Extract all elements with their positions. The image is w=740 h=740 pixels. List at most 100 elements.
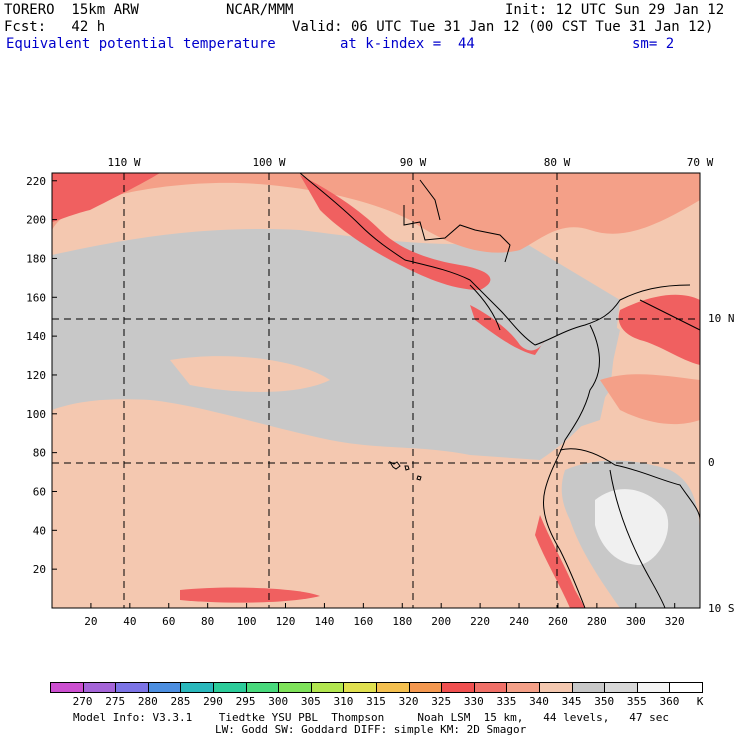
x-tick-label: 200 <box>431 615 451 628</box>
colorbar-swatch <box>310 682 345 693</box>
x-tick-label: 140 <box>314 615 334 628</box>
colorbar-swatch <box>441 682 475 693</box>
theta-e-field <box>52 173 700 608</box>
colorbar-label: 280 <box>137 695 158 708</box>
field-red-peru <box>535 515 585 608</box>
x-tick-label: 320 <box>665 615 685 628</box>
colorbar-swatch <box>278 682 312 693</box>
x-tick-label: 220 <box>470 615 490 628</box>
colorbar-label: 315 <box>366 695 386 708</box>
field-orange-andes <box>600 374 700 425</box>
x-tick-label: 180 <box>392 615 412 628</box>
colorbar-label: 310 <box>333 695 354 708</box>
y-tick-label: 60 <box>33 485 46 498</box>
smoothing-label: sm= 2 <box>632 36 675 52</box>
colorbar-label: 340 <box>529 695 549 708</box>
x-tick-label: 60 <box>162 615 175 628</box>
lon-label: 100 W <box>252 156 285 169</box>
colorbar-swatch <box>604 682 638 693</box>
x-tick-label: 240 <box>509 615 529 628</box>
lon-label: 80 W <box>544 156 571 169</box>
colorbar-swatch <box>636 682 671 693</box>
y-tick-label: 40 <box>33 524 46 537</box>
field-orange-coast <box>52 173 700 253</box>
coastlines <box>299 172 701 609</box>
x-tick-label: 260 <box>548 615 568 628</box>
forecast-hour: Fcst: 42 h <box>4 19 106 35</box>
footer-model-info: Model Info: V3.3.1 Tiedtke YSU PBL Thomp… <box>73 711 670 724</box>
colorbar-label: 350 <box>594 695 615 708</box>
colorbar-label: 300 <box>268 695 289 708</box>
field-red-topleft <box>52 173 160 222</box>
colorbar-swatch <box>115 682 149 693</box>
level-label: at k-index = 44 <box>340 36 475 52</box>
field-white-highlands <box>595 489 669 565</box>
map-frame <box>51 172 701 609</box>
x-tick-label: 20 <box>84 615 97 628</box>
y-ticks: 220 200 180 160 140 120 100 80 60 40 20 <box>26 175 57 576</box>
org-label: NCAR/MMM <box>226 2 294 18</box>
x-tick-label: 40 <box>123 615 136 628</box>
y-tick-label: 20 <box>33 563 46 576</box>
model-title: TORERO 15km ARW <box>4 2 139 18</box>
y-tick-label: 80 <box>33 447 46 460</box>
colorbar-swatch <box>669 682 703 693</box>
map-figure: 20 40 60 80 100 120 140 160 180 200 220 240 260 280 30… <box>26 156 735 628</box>
colorbar-swatch <box>343 682 377 693</box>
colorbar-label: 295 <box>235 695 256 708</box>
colorbar-label: 335 <box>496 695 517 708</box>
field-red-colombia <box>618 294 700 365</box>
lat-label: 10 S <box>708 602 735 615</box>
field-name: Equivalent potential temperature <box>6 36 276 52</box>
field-red-south <box>180 587 320 603</box>
y-tick-label: 220 <box>26 175 46 188</box>
field-red-costarica <box>470 305 545 355</box>
y-tick-label: 140 <box>26 330 46 343</box>
lon-label: 110 W <box>107 156 140 169</box>
y-tick-label: 100 <box>26 408 46 421</box>
colorbar-swatch <box>147 682 182 693</box>
colorbar-label: 275 <box>105 695 126 708</box>
colorbar-swatch <box>539 682 573 693</box>
field-red-mexico <box>300 175 491 290</box>
y-tick-label: 200 <box>26 214 46 227</box>
x-ticks: 20 40 60 80 100 120 140 160 180 200 220 240 260 280 30… <box>84 603 685 628</box>
footer-physics: LW: Godd SW: Goddard DIFF: simple KM: 2D… <box>215 723 527 736</box>
colorbar-label: 355 <box>626 695 647 708</box>
colorbar-label: 290 <box>203 695 223 708</box>
lon-labels: 110 W 100 W 90 W 80 W 70 W <box>107 156 713 169</box>
lat-labels: 10 N 0 10 S <box>708 312 735 615</box>
graticule <box>52 173 700 608</box>
colorbar-label: 330 <box>463 695 484 708</box>
lat-label: 0 <box>708 456 715 469</box>
x-tick-label: 120 <box>276 615 296 628</box>
colorbar-unit: K <box>696 695 704 708</box>
colorbar-swatch <box>376 682 410 693</box>
colorbar-label: 345 <box>561 695 582 708</box>
colorbar-label: 360 <box>659 695 680 708</box>
colorbar-label: 270 <box>72 695 93 708</box>
colorbar-swatch <box>213 682 247 693</box>
colorbar-swatch <box>245 682 280 693</box>
y-tick-label: 120 <box>26 369 46 382</box>
x-tick-label: 160 <box>353 615 373 628</box>
colorbar-swatch <box>50 682 84 693</box>
x-tick-label: 300 <box>626 615 646 628</box>
colorbar-swatch <box>571 682 606 693</box>
x-tick-label: 100 <box>237 615 257 628</box>
colorbar-label: 305 <box>300 695 321 708</box>
x-tick-label: 80 <box>201 615 214 628</box>
init-time: Init: 12 UTC Sun 29 Jan 12 <box>505 2 725 18</box>
colorbar-swatch <box>506 682 540 693</box>
y-tick-label: 180 <box>26 252 46 265</box>
lon-label: 90 W <box>400 156 427 169</box>
colorbar-label: 285 <box>170 695 191 708</box>
field-light-patch <box>170 356 330 392</box>
lat-label: 10 N <box>708 312 735 325</box>
valid-time: Valid: 06 UTC Tue 31 Jan 12 (00 CST Tue … <box>292 19 714 35</box>
colorbar-swatch <box>473 682 508 693</box>
colorbar-swatch <box>180 682 214 693</box>
x-tick-label: 280 <box>587 615 607 628</box>
y-tick-label: 160 <box>26 291 46 304</box>
lon-label: 70 W <box>687 156 714 169</box>
